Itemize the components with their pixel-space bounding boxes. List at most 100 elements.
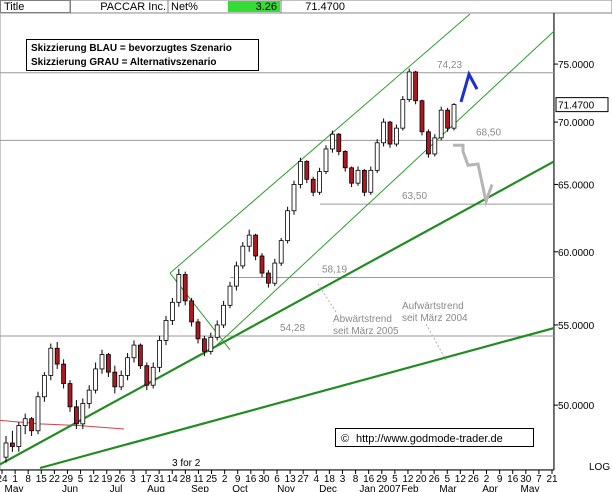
- candle: [74, 400, 79, 430]
- x-day-label: 3: [130, 474, 136, 485]
- candle: [3, 435, 9, 463]
- legend-box: Skizzierung BLAU = bevorzugtes Szenario …: [26, 39, 259, 71]
- x-day-label: 22: [49, 474, 61, 485]
- x-day-label: 4: [314, 474, 320, 485]
- x-month-label: Aug: [147, 484, 165, 492]
- candle: [29, 417, 34, 436]
- candle: [138, 343, 143, 369]
- copyright-icon: ©: [341, 433, 349, 445]
- candle: [394, 124, 399, 147]
- credit-box: © http://www.godmode-trader.de: [335, 428, 534, 447]
- legend-blue-text: Skizzierung BLAU = bevorzugtes Szenario: [31, 43, 232, 54]
- candle: [61, 359, 66, 389]
- netpct-badge: [228, 1, 280, 12]
- candle: [54, 341, 60, 369]
- x-day-label: 14: [167, 474, 179, 485]
- candle: [80, 398, 86, 430]
- last-value: 71.4700: [305, 1, 345, 13]
- candle: [157, 335, 162, 373]
- candle: [214, 320, 220, 341]
- candle: [253, 233, 258, 261]
- x-day-label: 13: [285, 474, 297, 485]
- title-label: Title: [4, 1, 24, 13]
- x-day-label: 1: [12, 474, 18, 485]
- candle: [48, 343, 54, 381]
- y-tick-label: 55.0000: [558, 321, 595, 332]
- candle: [438, 106, 444, 141]
- plot-area: [0, 13, 554, 470]
- x-day-label: 12: [88, 474, 100, 485]
- y-tick-label: 60.0000: [558, 248, 595, 259]
- x-month-label: Sep: [191, 484, 209, 492]
- candle: [400, 96, 406, 131]
- x-day-label: 5: [78, 474, 84, 485]
- x-day-label: 16: [507, 474, 519, 485]
- y-tick-label: 75.0000: [558, 60, 595, 71]
- level-label-4: 54,28: [280, 323, 305, 334]
- candle: [112, 365, 118, 394]
- candle: [285, 206, 290, 244]
- x-day-label: 8: [353, 474, 359, 485]
- x-day-label: 9: [497, 474, 503, 485]
- x-day-label: 30: [520, 474, 532, 485]
- x-month-label: Jul: [110, 484, 123, 492]
- annotation-downtrend-line2: seit März 2005: [333, 326, 399, 337]
- candle: [246, 229, 252, 252]
- candle: [451, 103, 457, 131]
- level-label-0: 74,23: [437, 60, 462, 71]
- candle: [304, 160, 310, 184]
- scale-label: LOG: [589, 462, 610, 473]
- candle: [291, 180, 297, 215]
- level-label-1: 68,50: [476, 127, 501, 138]
- candle: [368, 166, 374, 195]
- candle: [170, 297, 175, 325]
- candle: [93, 362, 98, 394]
- legend-grey-text: Skizzierung GRAU = Alternativszenario: [31, 57, 217, 68]
- annotation-downtrend-line1: Abwärtstrend: [333, 314, 392, 325]
- level-label-3: 58,19: [322, 265, 347, 276]
- x-day-label: 28: [180, 474, 192, 485]
- netpct-value: 3.26: [256, 1, 277, 13]
- candle: [202, 335, 207, 357]
- x-day-label: 2: [222, 474, 228, 485]
- x-day-label: 27: [298, 474, 310, 485]
- netpct-label: Net%: [171, 1, 198, 13]
- candle: [426, 129, 431, 158]
- candle: [67, 380, 73, 412]
- x-day-label: 5: [392, 474, 398, 485]
- y-tick-label: 50.0000: [558, 401, 595, 412]
- candle: [234, 261, 239, 291]
- candle: [35, 391, 41, 435]
- x-month-label: Jun: [62, 484, 78, 492]
- blue-scenario-sketch: [459, 70, 479, 103]
- candle: [195, 318, 201, 344]
- header-bar: Title PACCAR Inc. Net% 3.26 71.4700: [0, 0, 612, 14]
- candle: [445, 107, 450, 132]
- candle: [272, 258, 278, 287]
- annotation-uptrend-line2: seit März 2004: [402, 313, 468, 324]
- x-day-label: 12: [455, 474, 467, 485]
- x-day-label: 8: [25, 474, 31, 485]
- x-day-label: 31: [154, 474, 166, 485]
- candle: [16, 422, 22, 452]
- candle: [336, 132, 342, 156]
- x-day-label: 11: [193, 474, 204, 485]
- candle: [106, 352, 111, 378]
- candle: [86, 385, 92, 409]
- candle: [150, 362, 156, 389]
- x-day-label: 15: [36, 474, 48, 485]
- x-month-label: Jan 2007: [359, 484, 401, 492]
- candle: [413, 70, 418, 105]
- x-month-label: Dec: [319, 484, 337, 492]
- x-day-label: 18: [324, 474, 336, 485]
- candle: [221, 300, 226, 329]
- moving-average-line: [0, 419, 125, 430]
- credit-link[interactable]: http://www.godmode-trader.de: [356, 433, 503, 445]
- candle: [22, 413, 28, 435]
- candle: [208, 332, 214, 355]
- long-uptrend-line: [39, 326, 555, 470]
- candle: [310, 176, 316, 197]
- candle: [278, 237, 284, 266]
- x-axis: 2418152229512192631731142811252916306132…: [0, 470, 558, 492]
